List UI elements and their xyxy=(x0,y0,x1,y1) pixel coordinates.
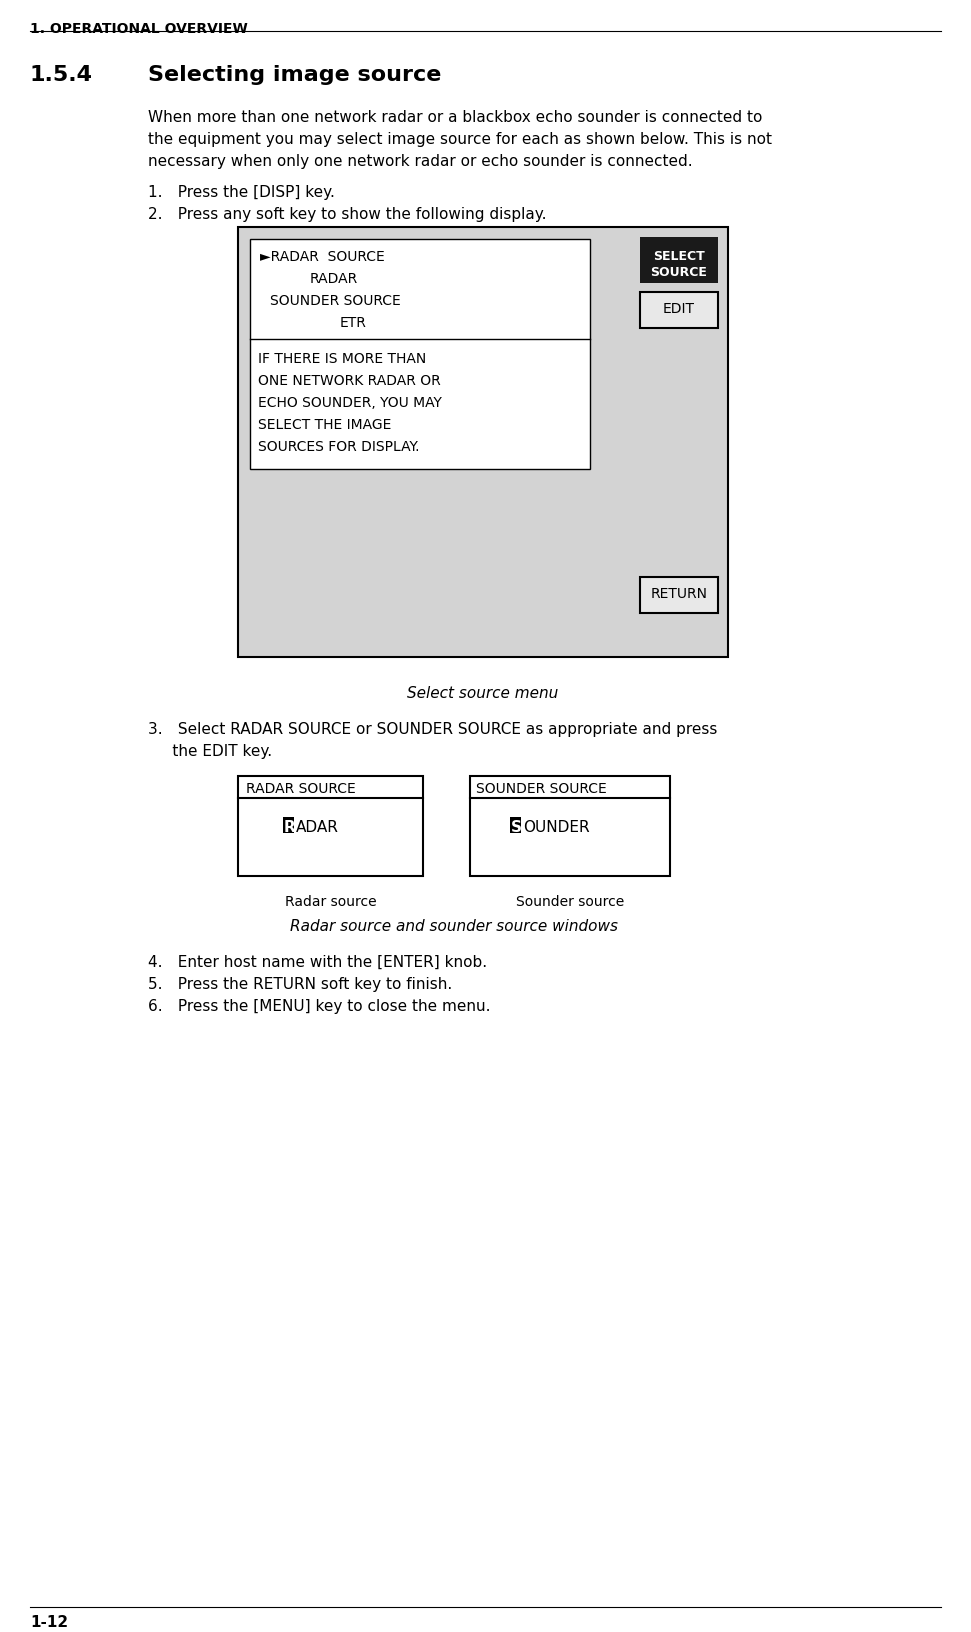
Text: When more than one network radar or a blackbox echo sounder is connected to: When more than one network radar or a bl… xyxy=(148,109,762,126)
Text: S: S xyxy=(511,819,522,834)
Bar xyxy=(640,292,718,328)
Text: SOURCES FOR DISPLAY.: SOURCES FOR DISPLAY. xyxy=(258,439,419,454)
Text: RETURN: RETURN xyxy=(651,586,708,601)
Text: 1.5.4: 1.5.4 xyxy=(30,65,93,85)
Text: SOURCE: SOURCE xyxy=(651,266,708,279)
Text: Radar source and sounder source windows: Radar source and sounder source windows xyxy=(290,919,618,934)
Bar xyxy=(470,777,670,876)
Bar xyxy=(640,238,718,284)
Text: SELECT: SELECT xyxy=(653,250,705,263)
Text: necessary when only one network radar or echo sounder is connected.: necessary when only one network radar or… xyxy=(148,153,692,168)
Text: SELECT THE IMAGE: SELECT THE IMAGE xyxy=(258,418,391,432)
Text: 1-12: 1-12 xyxy=(30,1614,68,1629)
Text: 3. Select RADAR SOURCE or SOUNDER SOURCE as appropriate and press: 3. Select RADAR SOURCE or SOUNDER SOURCE… xyxy=(148,721,718,736)
Text: IF THERE IS MORE THAN: IF THERE IS MORE THAN xyxy=(258,353,426,366)
Bar xyxy=(510,818,521,834)
Text: ►RADAR  SOURCE: ►RADAR SOURCE xyxy=(260,250,385,264)
Text: 1. Press the [DISP] key.: 1. Press the [DISP] key. xyxy=(148,184,335,199)
Text: 2. Press any soft key to show the following display.: 2. Press any soft key to show the follow… xyxy=(148,207,547,222)
Text: ONE NETWORK RADAR OR: ONE NETWORK RADAR OR xyxy=(258,374,441,388)
Text: 1. OPERATIONAL OVERVIEW: 1. OPERATIONAL OVERVIEW xyxy=(30,21,248,36)
Text: 4. Enter host name with the [ENTER] knob.: 4. Enter host name with the [ENTER] knob… xyxy=(148,955,487,969)
Text: SOUNDER SOURCE: SOUNDER SOURCE xyxy=(270,294,401,308)
Text: ETR: ETR xyxy=(340,317,367,330)
Text: 5. Press the RETURN soft key to finish.: 5. Press the RETURN soft key to finish. xyxy=(148,976,452,991)
Bar xyxy=(250,240,590,470)
Text: EDIT: EDIT xyxy=(663,302,695,317)
Text: OUNDER: OUNDER xyxy=(523,819,589,834)
Bar xyxy=(238,777,423,876)
Text: RADAR: RADAR xyxy=(310,273,358,286)
Text: 6. Press the [MENU] key to close the menu.: 6. Press the [MENU] key to close the men… xyxy=(148,999,490,1013)
Text: the EDIT key.: the EDIT key. xyxy=(148,744,272,759)
Text: SOUNDER SOURCE: SOUNDER SOURCE xyxy=(476,782,607,795)
Bar xyxy=(238,228,728,658)
Text: Radar source: Radar source xyxy=(285,894,377,909)
Text: RADAR SOURCE: RADAR SOURCE xyxy=(246,782,355,795)
Bar xyxy=(283,818,294,834)
Text: R: R xyxy=(284,819,296,834)
Text: the equipment you may select image source for each as shown below. This is not: the equipment you may select image sourc… xyxy=(148,132,772,147)
Text: Select source menu: Select source menu xyxy=(408,685,558,700)
Bar xyxy=(640,578,718,614)
Text: ADAR: ADAR xyxy=(296,819,339,834)
Text: ECHO SOUNDER, YOU MAY: ECHO SOUNDER, YOU MAY xyxy=(258,395,442,410)
Text: Selecting image source: Selecting image source xyxy=(148,65,442,85)
Text: Sounder source: Sounder source xyxy=(516,894,624,909)
